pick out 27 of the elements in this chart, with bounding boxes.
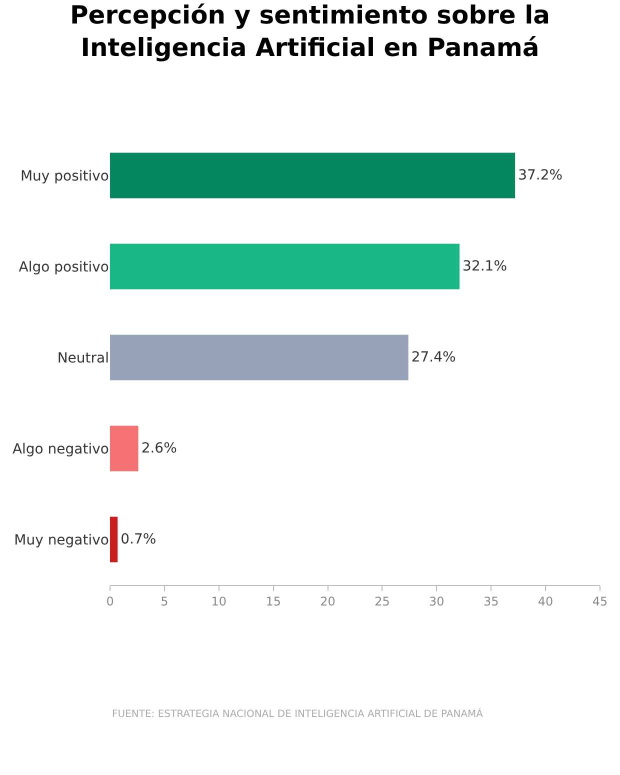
bar	[110, 426, 138, 472]
y-tick-label: Muy positivo	[20, 168, 109, 184]
x-tick-label: 5	[160, 594, 168, 608]
y-tick-label: Muy negativo	[14, 532, 109, 548]
bar	[110, 152, 516, 198]
x-tick-label: 15	[266, 594, 281, 608]
y-tick-label: Algo negativo	[12, 441, 109, 458]
x-tick-label: 10	[211, 594, 227, 608]
y-tick-label: Algo positivo	[18, 259, 109, 276]
bar	[110, 244, 460, 290]
x-tick-label: 0	[106, 594, 114, 608]
x-tick-label: 45	[592, 594, 608, 608]
x-tick-label: 25	[374, 594, 390, 608]
x-tick-label: 35	[483, 594, 499, 608]
data-label: 37.2%	[518, 168, 563, 184]
data-label: 27.4%	[411, 350, 456, 366]
data-label: 32.1%	[462, 258, 508, 274]
data-label: 0.7%	[120, 532, 156, 548]
chart-title: Percepción y sentimiento sobre la Inteligencia Artificial en Panamá	[70, 0, 550, 62]
bar	[110, 516, 118, 562]
data-label: 2.6%	[141, 440, 177, 456]
bar	[110, 334, 408, 380]
source-note: FUENTE: ESTRATEGIA NACIONAL DE INTELIGENCIA ARTIFICIAL DE PANAMÁ	[112, 707, 484, 720]
x-tick-label: 30	[429, 594, 444, 608]
y-tick-label: Neutral	[57, 350, 109, 366]
x-tick-label: 20	[320, 594, 336, 608]
x-tick-label: 40	[538, 594, 554, 608]
